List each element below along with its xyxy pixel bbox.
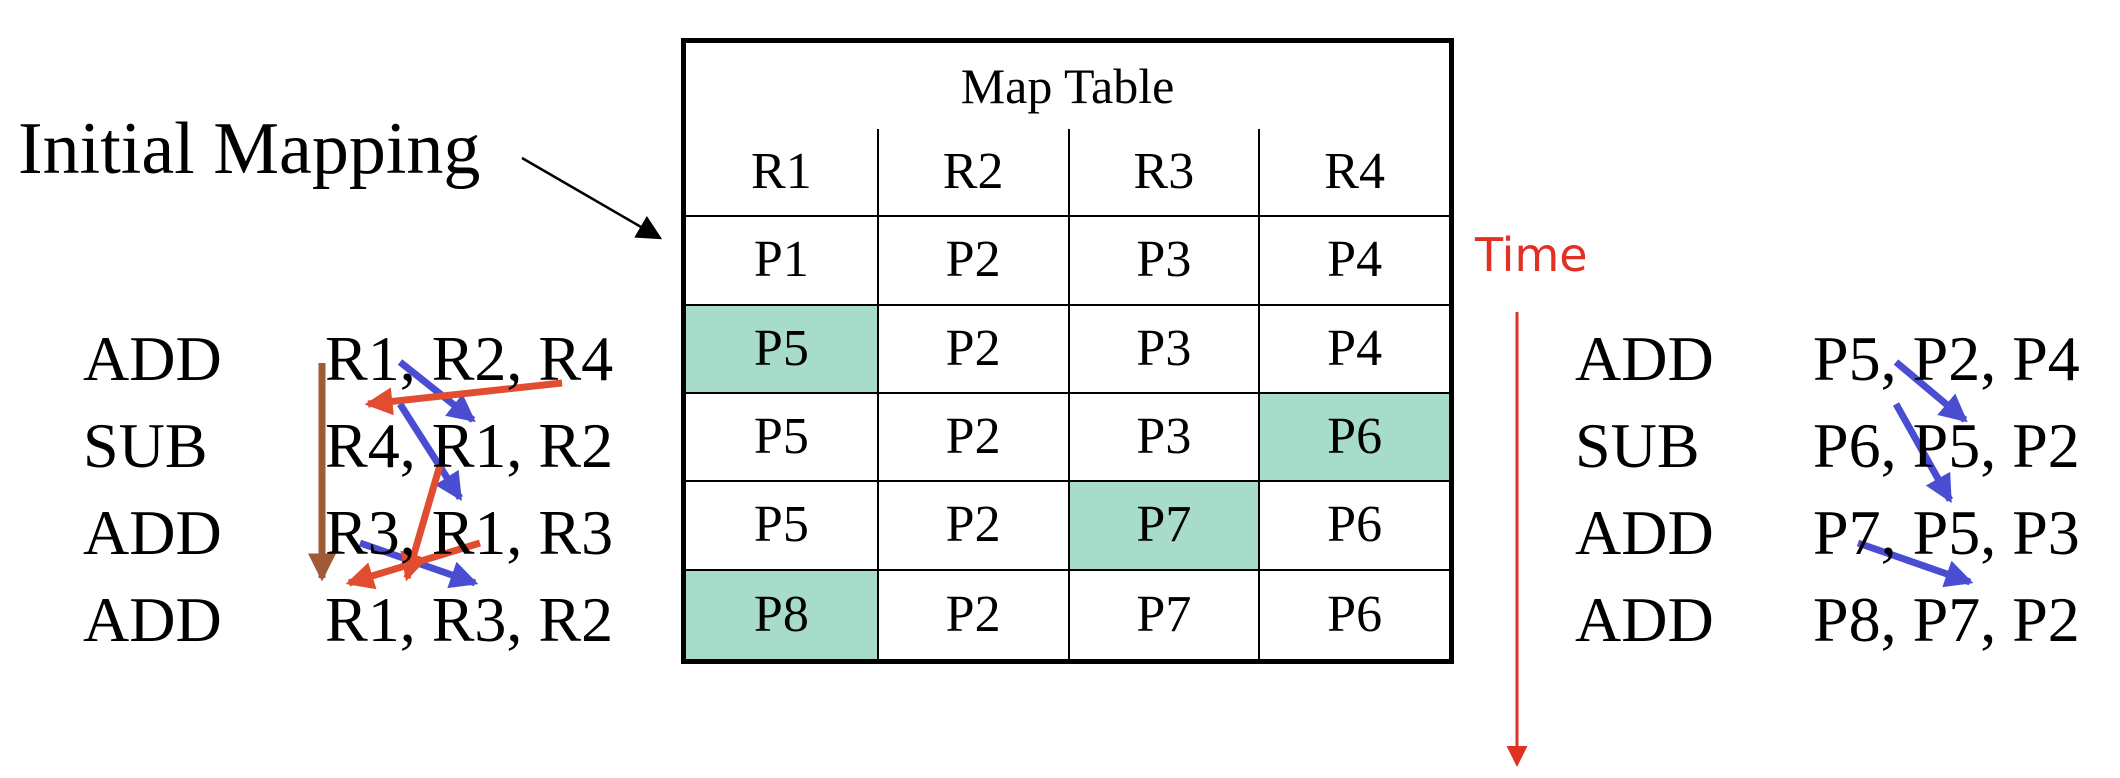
map-table-cell: P2 xyxy=(876,305,1068,394)
original-args-2: R3, R1, R3 xyxy=(325,497,614,568)
map-table-cell: P1 xyxy=(686,217,877,306)
renamed-args-0: P5, P2, P4 xyxy=(1813,323,2080,394)
map-table-cell: P4 xyxy=(1258,305,1449,394)
original-op-0: ADD xyxy=(83,323,222,394)
map-table-cell: P2 xyxy=(876,570,1068,659)
map-table-header-cell: R3 xyxy=(1067,129,1259,218)
map-table-cell: P5 xyxy=(686,482,877,571)
map-table-cell: P3 xyxy=(1067,305,1259,394)
map-table-header-cell: R4 xyxy=(1258,129,1449,218)
map-table-cell: P3 xyxy=(1067,217,1259,306)
map-table-cell: P6 xyxy=(1258,482,1449,571)
renamed-op-3: ADD xyxy=(1575,584,1714,655)
original-op-2: ADD xyxy=(83,497,222,568)
original-op-1: SUB xyxy=(83,410,208,481)
map-table-cell: P2 xyxy=(876,482,1068,571)
renamed-args-2: P7, P5, P3 xyxy=(1813,497,2080,568)
renamed-args-1: P6, P5, P2 xyxy=(1813,410,2080,481)
map-table-cell: P3 xyxy=(1067,394,1259,483)
map-table-cell: P7 xyxy=(1067,570,1259,659)
renamed-args-3: P8, P7, P2 xyxy=(1813,584,2080,655)
renamed-op-1: SUB xyxy=(1575,410,1700,481)
time-label: Time xyxy=(1475,228,1588,282)
original-op-3: ADD xyxy=(83,584,222,655)
map-table-cell: P2 xyxy=(876,394,1068,483)
original-args-3: R1, R3, R2 xyxy=(325,584,614,655)
map-table-cell: P6 xyxy=(1258,394,1449,483)
map-table-header-cell: R2 xyxy=(876,129,1068,218)
map-table-cell: P8 xyxy=(686,570,877,659)
original-args-1: R4, R1, R2 xyxy=(325,410,614,481)
map-table-cell: P7 xyxy=(1067,482,1259,571)
renamed-op-2: ADD xyxy=(1575,497,1714,568)
map-table-title: Map Table xyxy=(960,58,1175,114)
map-table-grid: R1 R2 R3 R4 P1 P2 P3 P4 P5 P2 P3 P4 P5 P2 P3 P6 P5 P2 P7 P6… xyxy=(686,129,1449,659)
map-table-cell: P2 xyxy=(876,217,1068,306)
map-table-header-cell: R1 xyxy=(686,129,877,218)
map-table: Map Table R1 R2 R3 R4 P1 P2 P3 P4 P5 P2 P3 P4 P5 P2 P3… xyxy=(681,38,1454,664)
map-table-cell: P5 xyxy=(686,394,877,483)
map-table-cell: P4 xyxy=(1258,217,1449,306)
map-table-cell: P5 xyxy=(686,305,877,394)
original-args-0: R1, R2, R4 xyxy=(325,323,614,394)
renamed-op-0: ADD xyxy=(1575,323,1714,394)
initial-mapping-pointer xyxy=(521,156,663,240)
initial-mapping-label: Initial Mapping xyxy=(18,108,481,190)
map-table-cell: P6 xyxy=(1258,570,1449,659)
